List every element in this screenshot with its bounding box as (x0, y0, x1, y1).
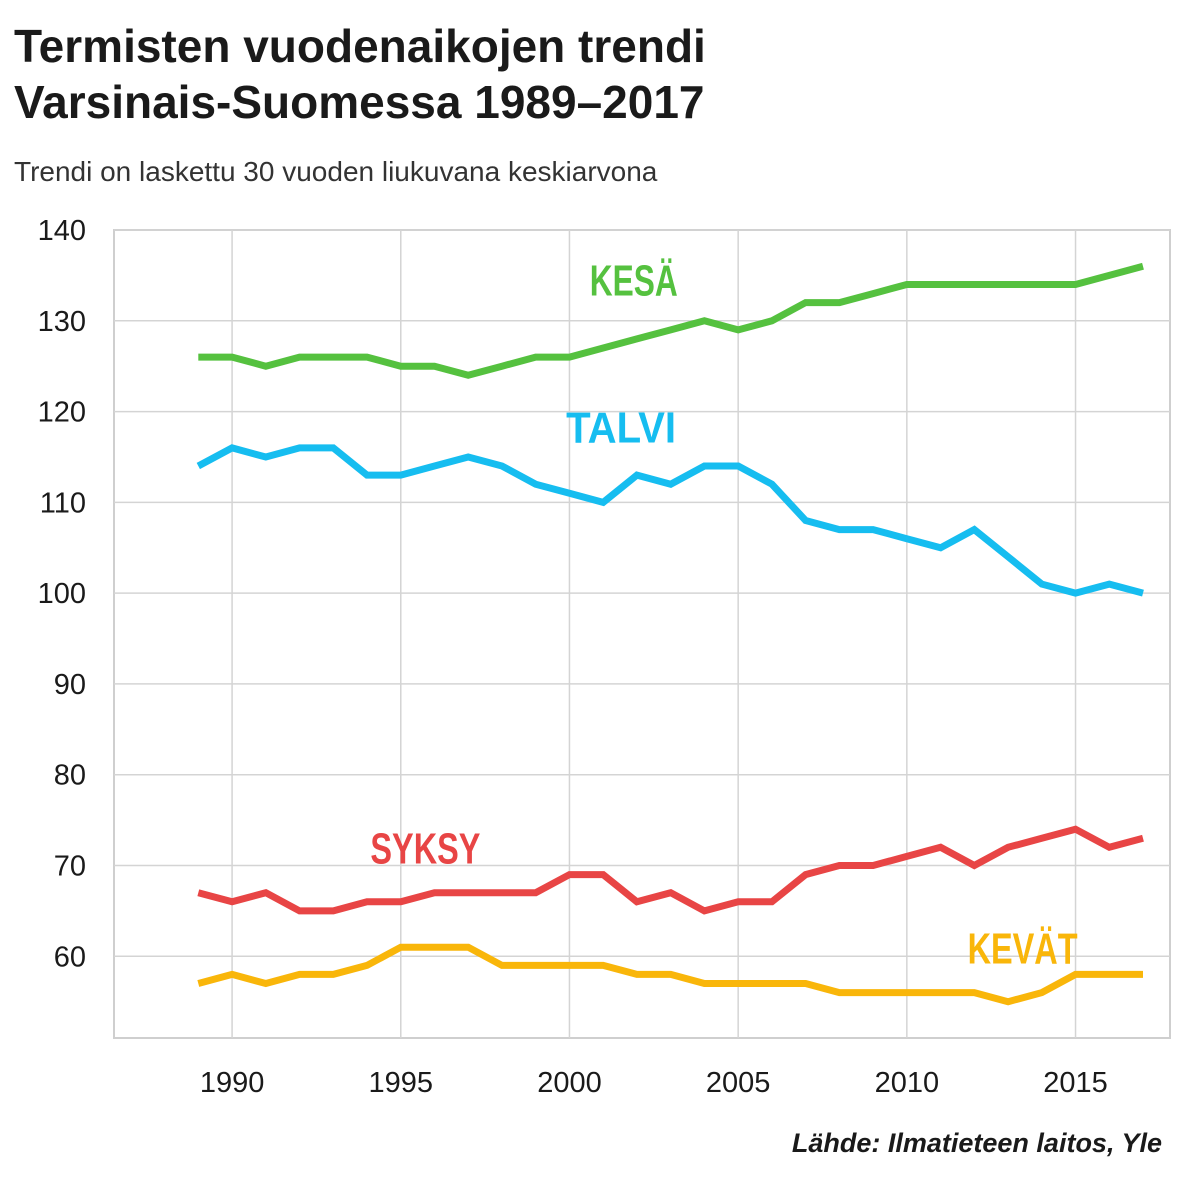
y-tick-label: 130 (38, 306, 86, 338)
series-label-kesa: KESÄ (590, 256, 678, 305)
series-line-syksy (197, 825, 1144, 915)
x-tick-label: 2015 (1043, 1067, 1108, 1099)
y-tick-label: 110 (40, 487, 86, 519)
chart-subtitle: Trendi on laskettu 30 vuoden liukuvana k… (14, 156, 658, 187)
x-tick-label: 2010 (875, 1067, 940, 1099)
series-line-talvi (196, 444, 1144, 597)
chart-title-line-1: Termisten vuodenaikojen trendi (14, 20, 706, 72)
y-tick-label: 90 (54, 669, 86, 701)
y-tick-label: 100 (38, 578, 86, 610)
series-label-syksy: SYKSY (370, 825, 480, 874)
plot-frame (113, 229, 1171, 1039)
series-label-talvi: TALVI (566, 403, 676, 452)
chart-title-line-2: Varsinais-Suomessa 1989–2017 (14, 76, 705, 128)
series-line-kevat (197, 943, 1143, 1006)
series-label-kevat: KEVÄT (968, 925, 1078, 974)
axis-labels: 60 70 80 90 100 110 120 130 140 1990 1995 2000 2005 2… (38, 215, 1108, 1099)
series-lines (196, 262, 1144, 1006)
source-note: Lähde: Ilmatieteen laitos, Yle (791, 1128, 1162, 1158)
grid (113, 229, 1171, 1039)
y-tick-label: 140 (38, 215, 86, 247)
y-tick-label: 60 (54, 941, 86, 973)
x-tick-label: 2005 (706, 1067, 771, 1099)
x-tick-label: 1990 (200, 1067, 265, 1099)
x-tick-label: 2000 (537, 1067, 602, 1099)
series-labels: KESÄ TALVI SYKSY KEVÄT (370, 256, 1077, 973)
y-tick-label: 70 (54, 851, 86, 883)
series-line-kesa (198, 262, 1144, 379)
y-tick-label: 80 (54, 760, 86, 792)
y-tick-label: 120 (38, 397, 86, 429)
x-tick-label: 1995 (369, 1067, 434, 1099)
chart-title: Termisten vuodenaikojen trendi Varsinais… (14, 18, 706, 130)
